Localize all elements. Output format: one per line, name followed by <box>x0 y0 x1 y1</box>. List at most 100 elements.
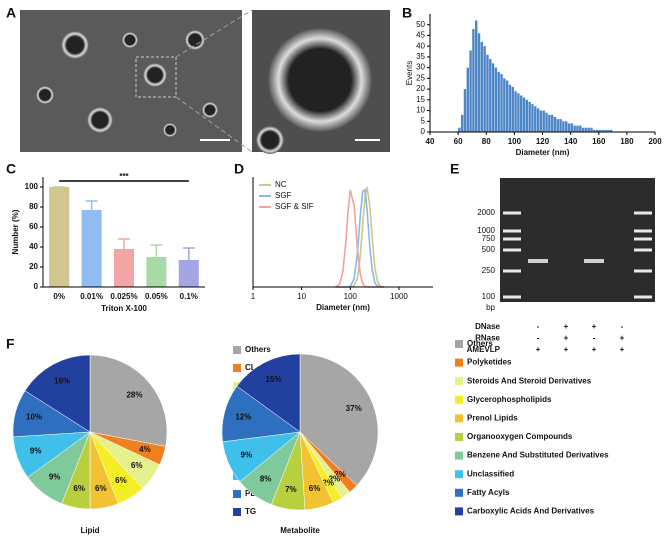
bar <box>49 187 70 287</box>
value-label: 2% <box>322 478 334 487</box>
pie-slice <box>236 353 301 433</box>
legend-label: Unclassified <box>467 469 514 478</box>
legend-swatch <box>233 364 241 372</box>
bar <box>146 257 167 287</box>
row-label: RNase <box>475 334 500 343</box>
bar <box>483 46 486 132</box>
legend-label: Glycerophospholipids <box>467 395 552 404</box>
value-label: 28% <box>126 390 142 399</box>
bar <box>581 127 585 132</box>
legend-label: Benzene And Substituted Derivatives <box>467 451 609 460</box>
panel-label: C <box>6 161 16 177</box>
ladder-band <box>634 269 652 273</box>
row-label: DNase <box>475 322 500 331</box>
bar <box>491 63 495 132</box>
legend-label: Fatty Acyls <box>467 488 510 497</box>
panel-label: B <box>402 5 412 21</box>
pie-title: Metabolite <box>280 526 320 535</box>
bar <box>545 112 548 132</box>
ladder-band <box>634 229 652 233</box>
sign: + <box>592 345 597 354</box>
y-tick-label: 30 <box>416 63 425 72</box>
bar <box>494 67 498 132</box>
bar <box>573 125 576 132</box>
bar <box>601 129 604 132</box>
bar <box>593 129 596 132</box>
value-label: 6% <box>115 476 127 485</box>
ladder-band <box>634 295 652 299</box>
legend-label: Polyketides <box>467 358 512 367</box>
ladder-band <box>634 211 652 215</box>
bar <box>514 91 517 132</box>
ladder-label: 1000 <box>477 226 495 235</box>
ladder-label: 750 <box>482 234 496 243</box>
legend-label: TG <box>245 507 256 516</box>
sign: + <box>536 345 541 354</box>
legend-swatch <box>233 508 241 516</box>
bar <box>178 260 199 287</box>
value-label: 7% <box>285 485 297 494</box>
legend-swatch <box>455 377 463 386</box>
bar <box>508 84 512 132</box>
x-tick-label: 1000 <box>390 292 408 301</box>
bar <box>576 125 579 132</box>
ladder-band <box>503 295 521 299</box>
bar <box>562 121 565 132</box>
legend-swatch <box>455 395 463 404</box>
pie-slice <box>24 354 91 433</box>
y-axis-label: Number (%) <box>11 209 20 254</box>
legend-swatch <box>455 433 463 441</box>
x-tick-label: 0% <box>53 292 65 301</box>
sign: - <box>621 322 624 331</box>
ladder-band <box>503 211 521 215</box>
ladder-band <box>634 237 652 241</box>
value-label: 2% <box>334 470 346 479</box>
ladder-label: 250 <box>482 266 496 275</box>
y-tick-label: 5 <box>421 116 426 125</box>
bar <box>550 114 554 132</box>
bar <box>534 106 537 132</box>
bar <box>570 123 574 132</box>
x-tick-label: 60 <box>454 137 463 146</box>
legend-label: SGF <box>275 191 292 200</box>
legend-label: SGF & SIF <box>275 202 314 211</box>
bar <box>528 101 531 132</box>
pie-slice <box>89 354 168 447</box>
y-tick-label: 40 <box>29 242 38 251</box>
legend-label: Others <box>467 339 493 348</box>
value-label: 9% <box>241 450 253 459</box>
legend-label: Others <box>245 345 271 354</box>
legend-swatch <box>455 414 463 423</box>
sign: + <box>564 345 569 354</box>
legend-swatch <box>455 470 463 479</box>
y-tick-label: 0 <box>421 127 426 136</box>
x-tick-label: 40 <box>426 137 435 146</box>
x-tick-label: 200 <box>648 137 662 146</box>
legend-label: NC <box>275 180 287 189</box>
bar <box>503 78 506 132</box>
x-tick-label: 0.025% <box>110 292 137 301</box>
sign: + <box>564 334 569 343</box>
value-label: 6% <box>131 461 143 470</box>
ladder-band <box>634 248 652 252</box>
bar <box>517 93 520 132</box>
ladder-band <box>503 229 521 233</box>
sign: + <box>592 322 597 331</box>
bar <box>590 127 593 132</box>
legend-swatch <box>455 358 463 367</box>
y-tick-label: 80 <box>29 202 38 211</box>
y-tick-label: 40 <box>416 41 425 50</box>
bar <box>539 110 543 132</box>
y-tick-label: 20 <box>416 84 425 93</box>
value-label: 16% <box>54 377 70 386</box>
panel-label: D <box>234 161 244 177</box>
bar <box>587 127 590 132</box>
ladder-label: 100 <box>482 292 496 301</box>
y-tick-label: 20 <box>29 262 38 271</box>
value-label: 9% <box>49 473 61 482</box>
bar <box>525 99 529 132</box>
legend-label: Steroids And Steroid Derivatives <box>467 376 592 385</box>
bar <box>556 119 559 132</box>
tem-images <box>20 9 390 154</box>
x-tick-label: 0.05% <box>145 292 168 301</box>
